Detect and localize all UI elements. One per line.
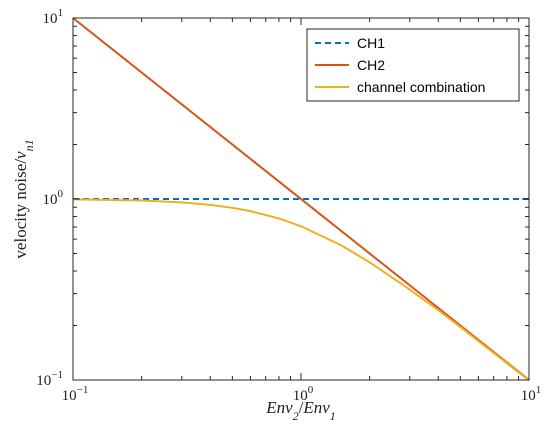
x-tick-label-3: 101 xyxy=(521,384,542,404)
x-axis-label: Env2/Env1 xyxy=(265,398,336,423)
y-tick-label-2: 100 xyxy=(43,188,64,208)
legend-label-2: CH2 xyxy=(357,57,385,73)
y-tick-label-3: 101 xyxy=(43,7,64,27)
legend: CH1 CH2 channel combination xyxy=(306,28,520,102)
series-line-3 xyxy=(72,198,530,382)
y-axis-label: velocity noise/vn1 xyxy=(11,139,36,258)
y-tick-label-1: 10−1 xyxy=(36,369,63,389)
x-tick-label-2: 100 xyxy=(293,384,314,404)
axes: 10−1 100 101 10−1 100 101 Env2/Env1 velocity no… xyxy=(11,7,541,423)
legend-label-3: channel combination xyxy=(357,79,485,95)
plot-area xyxy=(72,17,530,382)
x-tick-label-1: 10−1 xyxy=(62,384,89,404)
legend-label-1: CH1 xyxy=(357,35,385,51)
series-line-2 xyxy=(72,17,530,381)
